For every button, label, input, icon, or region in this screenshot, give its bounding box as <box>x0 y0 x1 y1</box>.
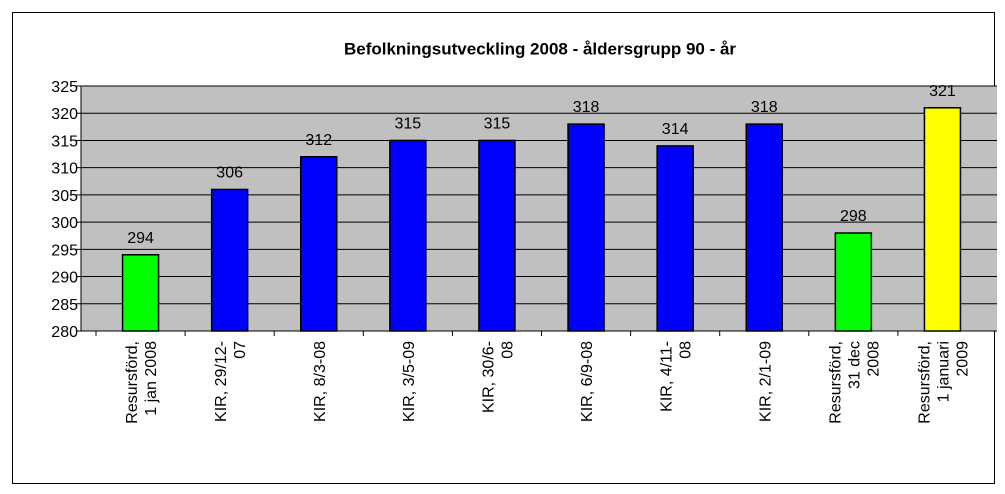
value-label: 318 <box>573 99 600 116</box>
chart-title: Befolkningsutveckling 2008 - åldersgrupp… <box>344 39 736 58</box>
x-tick-label: KIR, 4/11- 08 <box>659 341 695 412</box>
y-tick-label: 315 <box>51 133 78 150</box>
x-tick-label: Resursförd, 1 jan 2008 <box>124 341 160 424</box>
value-label: 318 <box>751 99 778 116</box>
bar <box>121 254 160 332</box>
y-tick-label: 300 <box>51 215 78 232</box>
value-label: 315 <box>394 115 421 132</box>
value-label: 315 <box>484 115 511 132</box>
y-tick-label: 305 <box>51 188 78 205</box>
bar <box>210 188 249 332</box>
bar <box>745 123 783 332</box>
value-label: 294 <box>127 230 154 247</box>
x-tick-label: Resursförd, 1 januari 2009 <box>916 341 971 424</box>
y-tick-label: 310 <box>51 161 78 178</box>
x-tick-label: KIR, 3/5-09 <box>401 341 418 422</box>
bar <box>478 139 516 332</box>
bar <box>923 107 962 332</box>
value-label: 321 <box>929 83 956 100</box>
value-label: 306 <box>216 164 243 181</box>
y-tick-label: 320 <box>51 106 78 123</box>
bar <box>389 139 427 332</box>
x-tick-label: KIR, 8/3-08 <box>312 341 329 422</box>
bar <box>300 156 338 332</box>
y-tick-label: 295 <box>51 242 78 259</box>
y-tick-label: 285 <box>51 297 78 314</box>
y-tick-label: 290 <box>51 270 78 287</box>
bar <box>567 123 605 332</box>
y-tick-label: 280 <box>51 324 78 341</box>
x-tick-label: KIR, 6/9-08 <box>579 341 596 422</box>
x-tick-label: KIR, 2/1-09 <box>757 341 774 422</box>
y-tick-label: 325 <box>51 79 78 96</box>
value-label: 298 <box>840 208 867 225</box>
bar <box>656 145 694 332</box>
bar <box>834 232 873 332</box>
x-tick-label: Resursförd, 31 dec 2008 <box>827 341 882 424</box>
value-label: 312 <box>305 132 332 149</box>
value-label: 314 <box>662 121 689 138</box>
x-tick-label: KIR, 29/12- 07 <box>213 341 249 422</box>
x-tick-label: KIR, 30/6- 08 <box>480 341 516 413</box>
